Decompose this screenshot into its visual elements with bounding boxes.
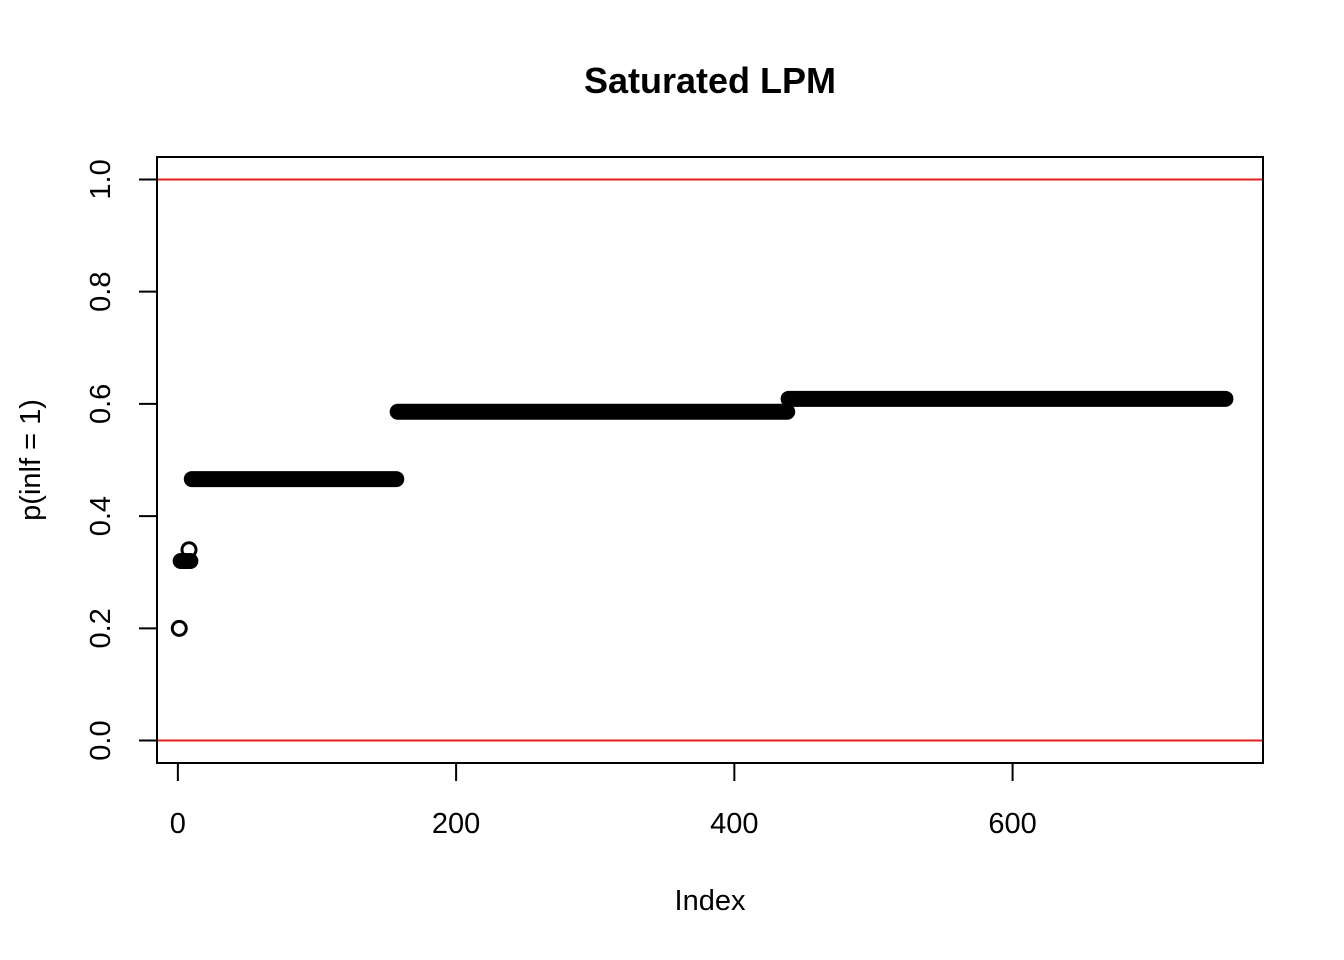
y-tick-label-5: 1.0 [85, 159, 117, 199]
y-axis: 0.0 0.2 0.4 0.6 0.8 1.0 [85, 159, 158, 761]
data-point-1 [180, 541, 198, 559]
x-axis: 0 200 400 600 [170, 762, 1037, 840]
data-point-0 [170, 619, 188, 637]
x-axis-label: Index [675, 885, 746, 917]
x-tick-label-2: 400 [710, 808, 758, 840]
plot-area [157, 178, 1263, 742]
y-axis-label: p(inlf = 1) [15, 399, 47, 521]
y-tick-label-2: 0.4 [85, 496, 117, 536]
chart-title: Saturated LPM [584, 60, 836, 101]
plot-frame [156, 156, 1264, 764]
x-tick-label-1: 200 [432, 808, 480, 840]
y-tick-label-3: 0.6 [85, 384, 117, 424]
x-tick-label-3: 600 [988, 808, 1036, 840]
y-tick-label-0: 0.0 [85, 720, 117, 760]
y-tick-label-4: 0.8 [85, 272, 117, 312]
y-tick-label-1: 0.2 [85, 608, 117, 648]
x-tick-label-0: 0 [170, 808, 186, 840]
